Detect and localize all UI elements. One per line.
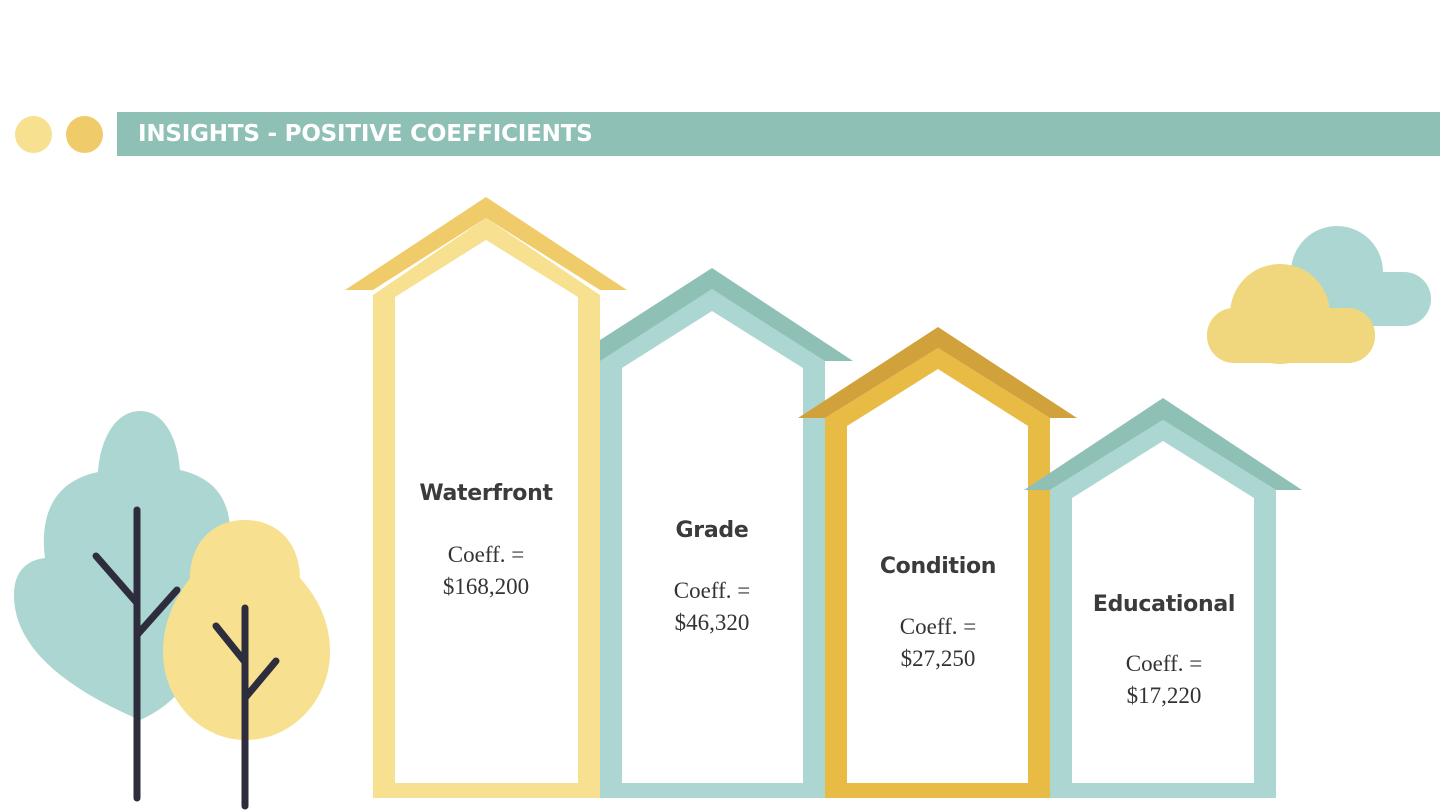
coeff-label: Coeff. = <box>1125 651 1203 676</box>
coeff-label: Coeff. = <box>899 614 977 639</box>
coeff-value: $46,320 <box>674 610 750 635</box>
title-bar: INSIGHTS - POSITIVE COEFFICIENTS <box>117 112 1440 156</box>
cloud-icon <box>1207 226 1431 364</box>
decorative-dot-light <box>15 116 52 153</box>
tree-yellow-icon <box>163 520 330 810</box>
house-label-condition: Condition <box>879 554 997 579</box>
coeff-value: $27,250 <box>900 646 976 671</box>
coeff-label: Coeff. = <box>447 542 525 567</box>
coeff-value: $168,200 <box>442 574 530 599</box>
house-label-educational: Educational <box>1092 592 1236 617</box>
house-label-waterfront: Waterfront <box>419 481 553 506</box>
coeff-value: $17,220 <box>1126 683 1202 708</box>
house-grade <box>600 268 853 798</box>
house-waterfront <box>345 197 627 798</box>
decorative-dot-gold <box>66 116 103 153</box>
house-coeff-waterfront: Coeff. = $168,200 <box>376 539 596 603</box>
house-coeff-condition: Coeff. = $27,250 <box>828 611 1048 675</box>
house-educational <box>1024 398 1302 798</box>
coeff-label: Coeff. = <box>673 578 751 603</box>
house-coeff-educational: Coeff. = $17,220 <box>1054 648 1274 712</box>
page-title: INSIGHTS - POSITIVE COEFFICIENTS <box>138 121 593 147</box>
house-label-grade: Grade <box>675 518 749 543</box>
house-condition <box>798 327 1077 798</box>
house-coeff-grade: Coeff. = $46,320 <box>602 575 822 639</box>
